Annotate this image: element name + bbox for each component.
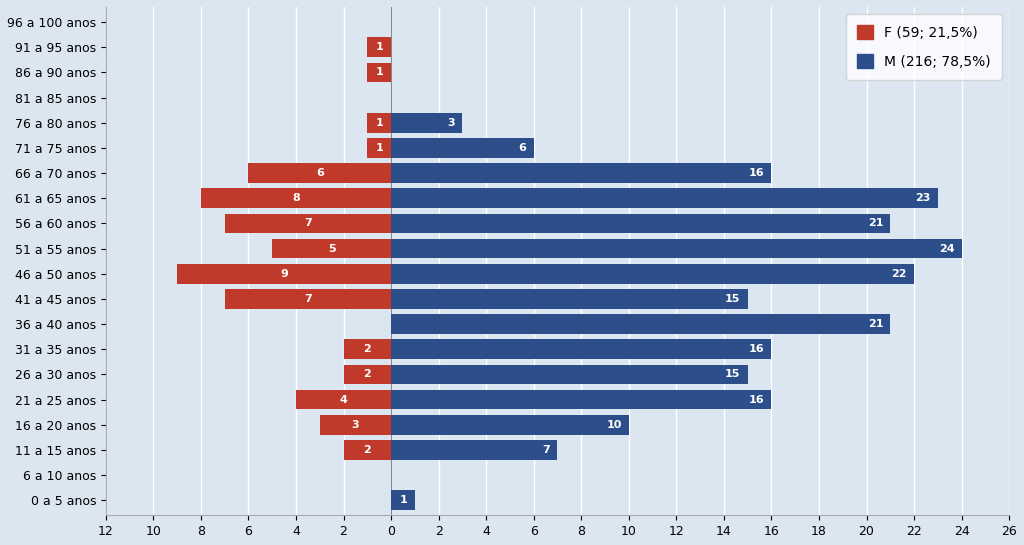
- Text: 21: 21: [867, 319, 883, 329]
- Text: 2: 2: [364, 344, 371, 354]
- Text: 2: 2: [364, 370, 371, 379]
- Text: 1: 1: [376, 68, 383, 77]
- Bar: [391, 264, 914, 283]
- Bar: [391, 189, 938, 208]
- Text: 15: 15: [725, 370, 740, 379]
- Text: 16: 16: [749, 395, 764, 404]
- Text: 8: 8: [292, 193, 300, 203]
- Text: 9: 9: [281, 269, 288, 278]
- Bar: [368, 38, 391, 57]
- Text: 6: 6: [519, 143, 526, 153]
- Bar: [391, 239, 962, 258]
- Bar: [343, 440, 391, 460]
- Text: 1: 1: [376, 118, 383, 128]
- Bar: [224, 214, 391, 233]
- Text: 1: 1: [376, 143, 383, 153]
- Bar: [249, 164, 391, 183]
- Legend: F (59; 21,5%), M (216; 78,5%): F (59; 21,5%), M (216; 78,5%): [846, 14, 1002, 80]
- Text: 23: 23: [915, 193, 931, 203]
- Text: 16: 16: [749, 344, 764, 354]
- Bar: [391, 340, 771, 359]
- Text: 7: 7: [304, 219, 311, 228]
- Text: 3: 3: [351, 420, 359, 429]
- Bar: [391, 365, 748, 384]
- Bar: [368, 138, 391, 158]
- Bar: [391, 440, 557, 460]
- Bar: [343, 365, 391, 384]
- Text: 6: 6: [315, 168, 324, 178]
- Bar: [343, 340, 391, 359]
- Text: 1: 1: [376, 42, 383, 52]
- Bar: [296, 390, 391, 409]
- Bar: [272, 239, 391, 258]
- Bar: [224, 289, 391, 308]
- Text: 15: 15: [725, 294, 740, 304]
- Text: 4: 4: [340, 395, 347, 404]
- Bar: [177, 264, 391, 283]
- Bar: [368, 113, 391, 132]
- Bar: [391, 214, 890, 233]
- Bar: [391, 490, 415, 510]
- Text: 2: 2: [364, 445, 371, 455]
- Bar: [368, 63, 391, 82]
- Bar: [391, 415, 629, 434]
- Text: 1: 1: [400, 495, 408, 505]
- Text: 10: 10: [606, 420, 622, 429]
- Bar: [319, 415, 391, 434]
- Text: 21: 21: [867, 219, 883, 228]
- Text: 7: 7: [304, 294, 311, 304]
- Text: 7: 7: [543, 445, 550, 455]
- Bar: [391, 164, 771, 183]
- Bar: [391, 390, 771, 409]
- Bar: [391, 289, 748, 308]
- Bar: [391, 113, 463, 132]
- Text: 5: 5: [328, 244, 336, 253]
- Bar: [391, 138, 534, 158]
- Text: 3: 3: [447, 118, 456, 128]
- Bar: [201, 189, 391, 208]
- Text: 24: 24: [939, 244, 954, 253]
- Bar: [391, 314, 890, 334]
- Text: 22: 22: [892, 269, 907, 278]
- Text: 16: 16: [749, 168, 764, 178]
